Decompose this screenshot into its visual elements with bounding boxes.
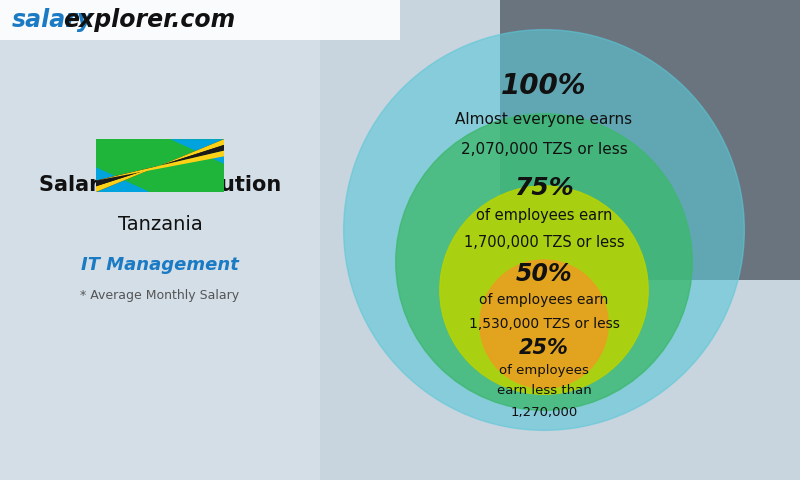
Text: 25%: 25% (519, 338, 569, 358)
Circle shape (440, 186, 648, 394)
FancyBboxPatch shape (500, 0, 800, 280)
Polygon shape (96, 139, 224, 192)
Polygon shape (96, 139, 224, 192)
Circle shape (344, 30, 744, 431)
Text: 50%: 50% (516, 262, 572, 286)
Polygon shape (96, 139, 224, 192)
Polygon shape (170, 139, 224, 164)
Text: earn less than: earn less than (497, 384, 591, 397)
Text: IT Management: IT Management (81, 256, 239, 274)
Text: of employees: of employees (499, 364, 589, 377)
FancyBboxPatch shape (0, 0, 400, 40)
Text: of employees earn: of employees earn (476, 208, 612, 224)
Polygon shape (96, 151, 224, 180)
Text: explorer.com: explorer.com (63, 8, 235, 32)
Polygon shape (96, 168, 150, 192)
Text: 1,270,000: 1,270,000 (510, 406, 578, 419)
Text: 1,700,000 TZS or less: 1,700,000 TZS or less (464, 235, 624, 250)
Text: 2,070,000 TZS or less: 2,070,000 TZS or less (461, 143, 627, 157)
Text: * Average Monthly Salary: * Average Monthly Salary (81, 288, 239, 301)
Circle shape (480, 260, 608, 388)
Text: Almost everyone earns: Almost everyone earns (455, 112, 633, 127)
Text: 1,530,000 TZS or less: 1,530,000 TZS or less (469, 317, 619, 331)
FancyBboxPatch shape (0, 0, 320, 480)
Text: of employees earn: of employees earn (479, 293, 609, 307)
Polygon shape (96, 145, 224, 186)
Text: salary: salary (12, 8, 94, 32)
Text: Tanzania: Tanzania (118, 216, 202, 235)
Text: 75%: 75% (514, 176, 574, 200)
Circle shape (396, 114, 692, 410)
Text: Salaries Distribution: Salaries Distribution (39, 175, 281, 195)
Text: 100%: 100% (502, 72, 586, 100)
